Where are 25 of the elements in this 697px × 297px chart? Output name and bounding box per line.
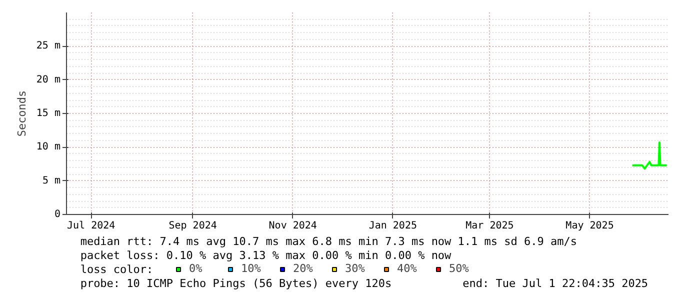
- x-tick-label: Nov 2024: [268, 220, 317, 232]
- x-tick-label: Mar 2025: [466, 220, 514, 232]
- legend-label: 20%: [293, 262, 313, 275]
- text: probe: 10 ICMP Echo Pings (56 Bytes) every 120s: [80, 277, 392, 290]
- x-tick-label: May 2025: [566, 220, 614, 232]
- y-tick-label: 25 m: [36, 40, 61, 52]
- legend-label: 50%: [449, 262, 469, 275]
- legend-label: 30%: [345, 262, 365, 275]
- line-series: [631, 141, 668, 170]
- legend-label: 10%: [241, 262, 261, 275]
- y-tick-label: 20 m: [36, 74, 61, 86]
- legend-label: 0%: [189, 262, 204, 275]
- text: packet loss: 0.10 % avg 3.13 % max 0.00 % min 0.00 % now: [80, 249, 452, 262]
- y-tick-label: 10 m: [36, 142, 61, 153]
- legend-label: 40%: [397, 262, 417, 275]
- y-tick-label: 0: [54, 209, 61, 220]
- y-tick-label: 15 m: [36, 108, 61, 119]
- y-tick-label: 5 m: [42, 175, 60, 186]
- x-tick-label: Jul 2024: [67, 220, 116, 232]
- text: end: Tue Jul 1 22:04:35 2025: [462, 277, 648, 290]
- x-tick-label: Jan 2025: [368, 220, 418, 232]
- text: median rtt: 7.4 ms avg 10.7 ms max 6.8 ms min 7.3 ms now 1.1 ms sd 6.9 am/s: [80, 235, 578, 248]
- x-tick-label: Sep 2024: [168, 220, 217, 232]
- legend-title: loss color:: [80, 263, 154, 276]
- y-axis-title: Seconds: [15, 90, 28, 137]
